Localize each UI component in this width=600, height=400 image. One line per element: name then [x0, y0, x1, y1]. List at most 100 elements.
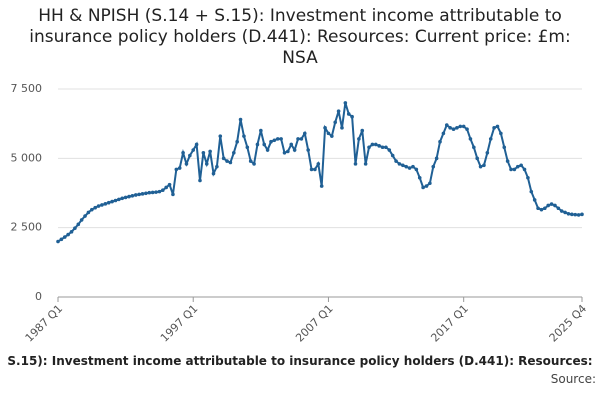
point	[559, 209, 564, 213]
point	[110, 199, 114, 204]
point	[482, 163, 486, 168]
point	[117, 197, 121, 202]
point	[455, 126, 459, 130]
y-tick-label: 0	[35, 290, 42, 303]
point	[113, 198, 118, 203]
point	[150, 190, 155, 195]
point	[272, 138, 277, 143]
point	[367, 145, 371, 150]
point	[340, 126, 344, 130]
point	[353, 162, 358, 166]
point	[86, 210, 91, 215]
point	[346, 112, 351, 116]
point	[360, 128, 365, 133]
point	[147, 190, 152, 195]
x-tick-label: 1997 Q1	[158, 302, 201, 345]
point	[306, 148, 310, 152]
point	[269, 139, 273, 144]
point	[56, 239, 60, 244]
point	[576, 213, 581, 217]
point	[495, 124, 500, 129]
point	[309, 167, 314, 172]
point	[519, 163, 523, 168]
point	[441, 131, 446, 136]
footer: S.15): Investment income attributable to…	[7, 354, 593, 368]
x-tick-label: 2017 Q1	[428, 302, 471, 345]
point	[411, 164, 415, 169]
point	[539, 207, 544, 212]
point	[228, 160, 233, 165]
point	[316, 162, 321, 166]
point	[90, 207, 94, 212]
chart-title: HH & NPISH (S.14 + S.15): Investment inc…	[29, 6, 571, 68]
point	[478, 164, 483, 169]
point	[434, 156, 439, 161]
point	[279, 137, 283, 141]
point	[235, 139, 239, 144]
point	[549, 202, 554, 206]
point	[536, 206, 540, 211]
point	[394, 159, 398, 163]
point	[505, 159, 510, 163]
point	[553, 203, 557, 208]
point	[451, 127, 456, 132]
point	[255, 142, 260, 147]
point	[390, 153, 395, 158]
point	[570, 212, 574, 217]
y-tick-label: 7 500	[11, 82, 43, 95]
point	[573, 212, 578, 217]
point	[275, 137, 280, 141]
point	[204, 162, 209, 166]
point	[448, 126, 452, 130]
x-tick-label: 1987 Q1	[23, 302, 66, 345]
point	[370, 142, 375, 147]
point	[336, 109, 341, 113]
point	[414, 167, 419, 172]
point	[120, 196, 125, 201]
point	[282, 150, 287, 155]
point	[509, 167, 513, 172]
point	[357, 137, 361, 141]
y-tick-label: 2 500	[11, 221, 43, 234]
point	[522, 167, 527, 172]
point	[543, 206, 547, 211]
point	[502, 145, 507, 150]
point	[188, 153, 192, 158]
point	[177, 166, 182, 170]
point	[472, 145, 476, 150]
point	[401, 163, 405, 168]
point	[326, 131, 331, 136]
point	[157, 189, 162, 194]
point	[333, 120, 338, 125]
point	[221, 156, 226, 161]
point	[292, 148, 297, 152]
point	[529, 189, 534, 194]
point	[421, 185, 425, 190]
point	[488, 137, 493, 141]
point	[66, 232, 70, 237]
point	[468, 137, 473, 141]
point	[218, 134, 223, 138]
point	[127, 194, 131, 199]
point	[302, 131, 307, 136]
point	[171, 192, 175, 197]
point	[532, 198, 537, 202]
point	[373, 142, 378, 147]
point	[238, 117, 243, 122]
point	[397, 162, 402, 166]
point	[289, 142, 294, 147]
point	[215, 164, 219, 169]
point	[130, 193, 135, 198]
point	[194, 142, 199, 147]
point	[161, 188, 165, 193]
point	[137, 192, 141, 197]
series-line	[57, 102, 583, 243]
point	[144, 191, 148, 196]
point	[225, 159, 229, 163]
point	[231, 150, 236, 155]
point	[404, 164, 409, 169]
point	[424, 184, 429, 188]
point	[556, 206, 561, 211]
